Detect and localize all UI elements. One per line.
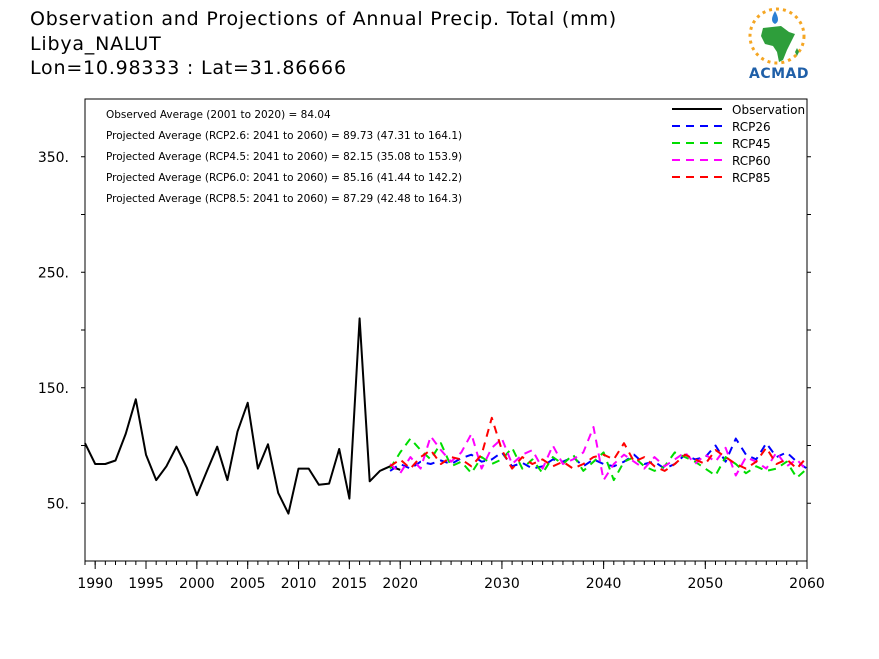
x-tick-label: 1990 — [77, 576, 113, 592]
legend-label: RCP60 — [732, 154, 771, 168]
legend-label: RCP26 — [732, 120, 771, 134]
x-tick-label: 2000 — [179, 576, 215, 592]
chart-title: Observation and Projections of Annual Pr… — [30, 8, 617, 30]
x-tick-label: 2030 — [484, 576, 520, 592]
series-layer — [84, 317, 808, 515]
x-tick-label: 2015 — [332, 576, 368, 592]
legend-label: RCP45 — [732, 137, 771, 151]
x-tick-label: 2060 — [789, 576, 825, 592]
x-tick-label: 2040 — [586, 576, 622, 592]
stats-annotations: Observed Average (2001 to 2020) = 84.04 P… — [106, 109, 462, 205]
series-line-rcp85 — [389, 416, 808, 472]
plot-frame — [84, 98, 808, 562]
y-tick-label: 50. — [47, 496, 69, 512]
stats-line: Projected Average (RCP2.6: 2041 to 2060)… — [106, 130, 462, 142]
x-tick-label: 1995 — [128, 576, 164, 592]
x-tick-label: 2020 — [382, 576, 418, 592]
legend-label: Observation — [732, 103, 805, 117]
series-line-rcp60 — [389, 426, 808, 482]
logo-text: ACMAD — [749, 66, 809, 82]
legend-label: RCP85 — [732, 171, 771, 185]
series-line-rcp45 — [389, 437, 808, 482]
legend: Observation RCP26 RCP45 RCP60 RCP85 — [672, 103, 805, 185]
stats-line: Observed Average (2001 to 2020) = 84.04 — [106, 109, 331, 121]
series-line-observation — [84, 317, 401, 515]
africa-map-logo-icon — [748, 7, 806, 65]
x-tick-label: 2005 — [230, 576, 266, 592]
coordinates: Lon=10.98333 : Lat=31.86666 — [30, 57, 347, 79]
x-tick-label: 2010 — [281, 576, 317, 592]
y-tick-label: 350. — [38, 150, 69, 166]
stats-line: Projected Average (RCP8.5: 2041 to 2060)… — [106, 193, 462, 205]
acmad-logo: ACMAD — [735, 6, 820, 86]
stats-line: Projected Average (RCP6.0: 2041 to 2060)… — [106, 172, 462, 184]
location-name: Libya_NALUT — [30, 33, 162, 55]
plot-axes: 50. 150. 250. 350. 1990 1995 2000 2005 2010 2015 2… — [38, 98, 825, 592]
stats-line: Projected Average (RCP4.5: 2041 to 2060)… — [106, 151, 462, 163]
x-tick-label: 2050 — [687, 576, 723, 592]
y-tick-label: 250. — [38, 265, 69, 281]
y-tick-label: 150. — [38, 381, 69, 397]
